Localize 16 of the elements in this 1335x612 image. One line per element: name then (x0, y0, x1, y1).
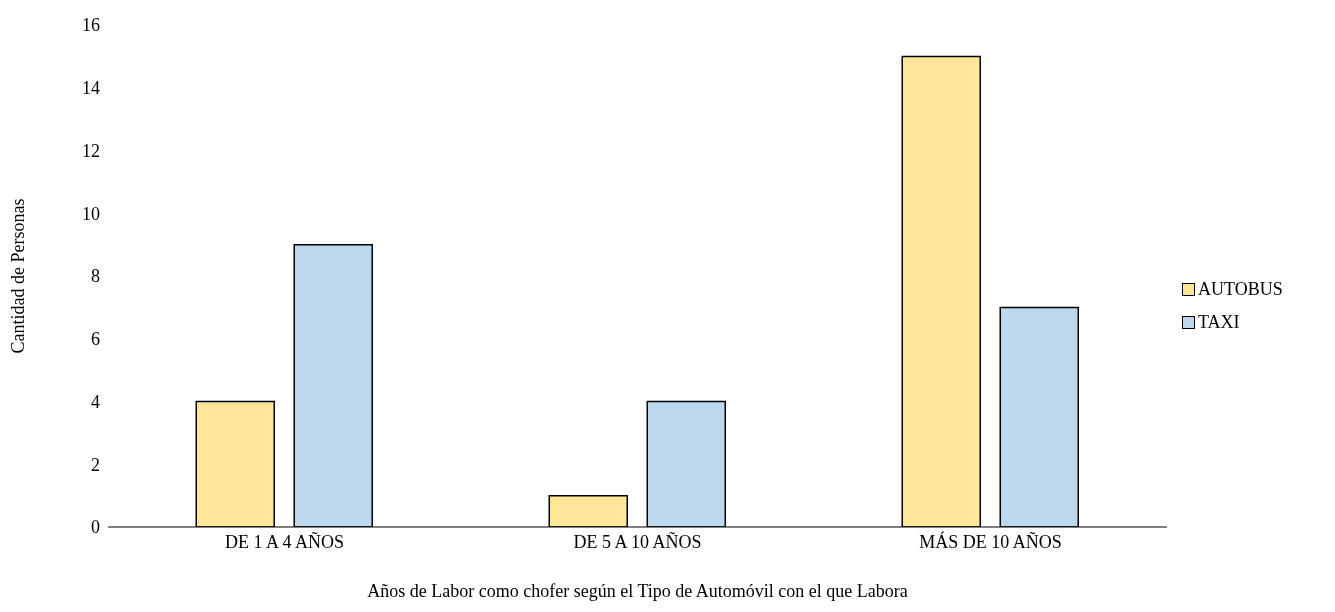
y-tick-label: 0 (91, 517, 100, 538)
legend-label: AUTOBUS (1198, 279, 1283, 300)
legend-label: TAXI (1198, 312, 1240, 333)
y-tick-label: 12 (82, 140, 100, 161)
x-axis-title: Años de Labor como chofer según el Tipo de Automóvil con el que Labora (367, 581, 908, 601)
y-tick-label: 8 (91, 266, 100, 287)
x-tick-label: MÁS DE 10 AÑOS (919, 530, 1062, 552)
y-tick-label: 16 (82, 15, 100, 36)
x-tick-label: DE 1 A 4 AÑOS (224, 530, 345, 552)
y-tick-label: 4 (91, 391, 100, 412)
y-tick-label: 10 (82, 203, 100, 224)
y-axis-title: Cantidad de Personas (8, 198, 29, 354)
y-tick-label: 6 (91, 329, 100, 350)
y-tick-label: 14 (82, 78, 100, 99)
x-tick-label: DE 5 A 10 AÑOS (573, 530, 702, 552)
y-tick-label: 2 (91, 454, 100, 475)
